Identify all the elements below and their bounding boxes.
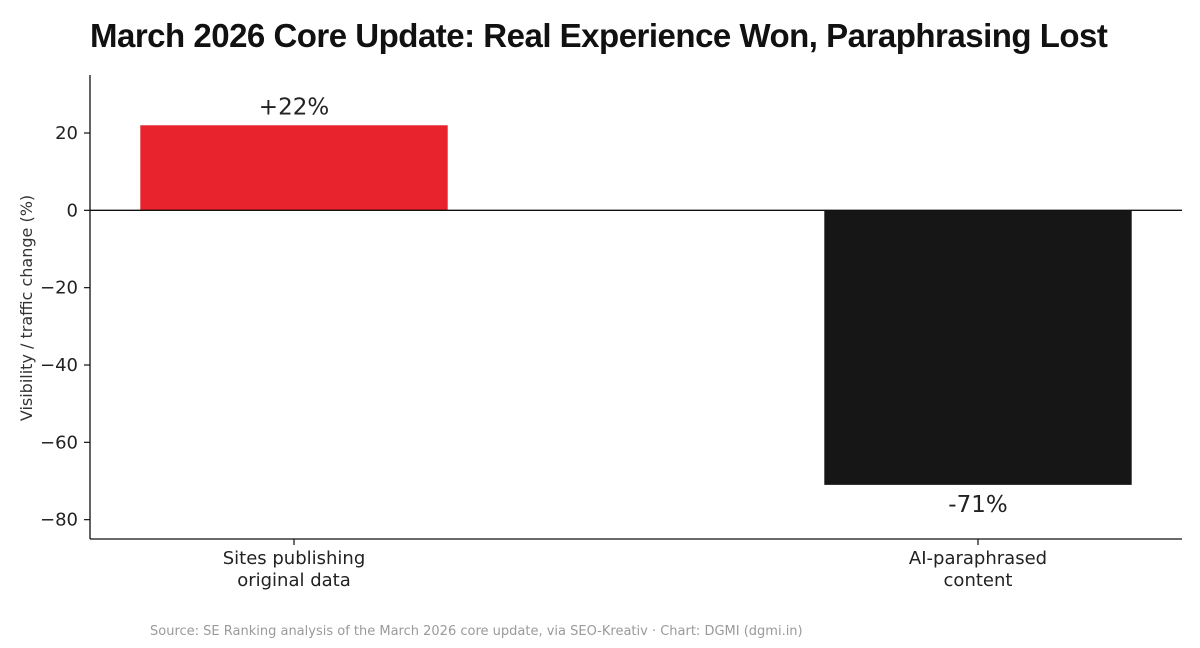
bar-positive	[140, 125, 448, 211]
y-tick-label: 20	[55, 123, 78, 144]
data-label: +22%	[259, 94, 329, 120]
source-note: Source: SE Ranking analysis of the March…	[150, 624, 803, 639]
x-tick-label: AI-paraphrased	[909, 548, 1047, 569]
y-tick-label: −60	[40, 432, 78, 453]
y-tick-label: −40	[40, 355, 78, 376]
data-label: -71%	[948, 492, 1007, 518]
plot-area: 20 0 −20 −40 −60 −80 +22% Sites publishingorigi…	[40, 75, 1182, 591]
x-tick-label: Sites publishing	[223, 548, 366, 569]
y-tick-label: −80	[40, 510, 78, 531]
chart-title: March 2026 Core Update: Real Experience …	[90, 17, 1108, 54]
x-tick-label: content	[944, 570, 1013, 591]
bar-negative	[824, 210, 1132, 485]
y-tick-label: 0	[67, 200, 78, 221]
y-tick-label: −20	[40, 278, 78, 299]
x-tick-label: original data	[237, 570, 351, 591]
y-axis-label: Visibility / traffic change (%)	[17, 195, 36, 421]
